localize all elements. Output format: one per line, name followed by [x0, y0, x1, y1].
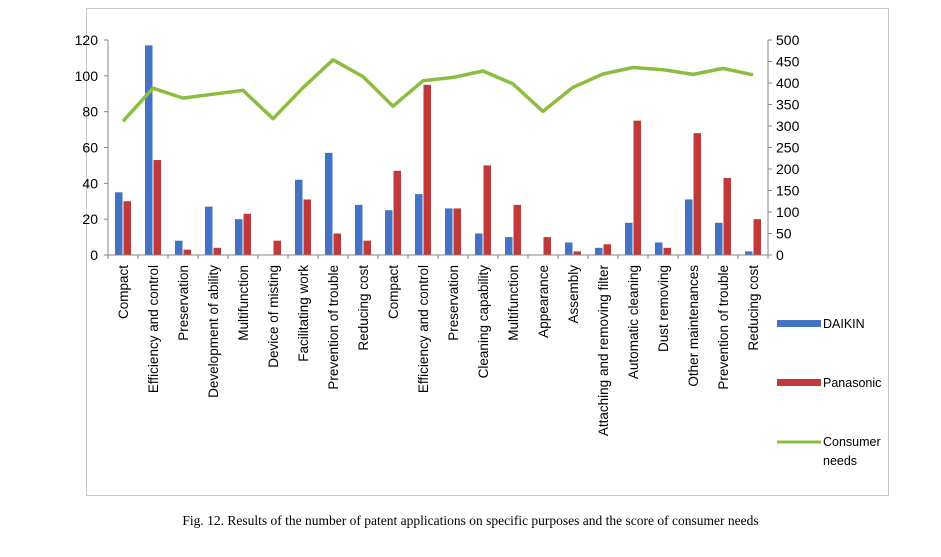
y-right-tick-label: 50: [776, 226, 792, 242]
bar-daikin: [715, 222, 723, 255]
category-label: Automatic cleaning: [626, 265, 641, 379]
category-label: Compact: [116, 265, 131, 319]
bar-panasonic: [243, 213, 251, 255]
category-label: Preservation: [176, 265, 191, 341]
y-right-ticks: 0 50 100 150 200 250 300 350 400 450 500: [768, 32, 800, 263]
legend-label-consumer: Consumer: [823, 435, 881, 449]
y-left-tick-label: 80: [82, 104, 98, 120]
bar-daikin: [145, 45, 153, 255]
bar-daikin: [235, 219, 243, 255]
bar-panasonic: [423, 84, 431, 256]
bar-daikin: [505, 237, 513, 255]
bar-daikin: [445, 208, 453, 255]
category-label: Prevention of trouble: [326, 265, 341, 390]
category-label: Reducing cost: [356, 265, 371, 351]
legend-swatch-daikin: [777, 320, 821, 327]
bar-panasonic: [693, 133, 701, 255]
y-left-tick-label: 40: [82, 175, 98, 191]
legend: DAIKIN Panasonic Consumer needs: [777, 317, 881, 468]
category-label: Multifunction: [506, 265, 521, 341]
bar-panasonic: [153, 160, 161, 255]
bar-panasonic: [543, 237, 551, 255]
y-right-tick-label: 500: [776, 32, 800, 48]
bar-panasonic: [273, 240, 281, 255]
bar-panasonic: [513, 204, 521, 255]
y-right-tick-label: 250: [776, 140, 800, 156]
y-left-tick-label: 100: [75, 68, 99, 84]
legend-swatch-panasonic: [777, 379, 821, 386]
category-label: Preservation: [446, 265, 461, 341]
bar-panasonic: [723, 177, 731, 255]
y-left-ticks: 0 20 40 60 80 100 120: [75, 32, 108, 263]
bar-panasonic: [183, 249, 191, 255]
y-right-tick-label: 350: [776, 97, 800, 113]
y-left-tick-label: 120: [75, 32, 99, 48]
bar-panasonic: [363, 240, 371, 255]
category-label: Appearance: [536, 265, 551, 338]
bar-daikin: [685, 199, 693, 255]
bar-daikin: [565, 242, 573, 255]
bar-daikin: [355, 204, 363, 255]
bar-daikin: [385, 210, 393, 255]
bar-panasonic: [633, 120, 641, 255]
line-consumer-needs: [121, 58, 754, 123]
bar-panasonic: [573, 251, 581, 255]
y-right-tick-label: 200: [776, 161, 800, 177]
bar-daikin: [745, 251, 753, 255]
y-right-tick-label: 400: [776, 75, 800, 91]
bar-panasonic: [483, 165, 491, 255]
legend-label-daikin: DAIKIN: [823, 317, 865, 331]
y-right-tick-label: 150: [776, 183, 800, 199]
bar-panasonic: [303, 199, 311, 255]
bar-daikin: [595, 247, 603, 255]
category-label: Device of misting: [266, 265, 281, 368]
bars-layer: [115, 45, 761, 256]
figure-caption: Fig. 12. Results of the number of patent…: [182, 513, 759, 528]
y-left-tick-label: 0: [90, 247, 98, 263]
bar-panasonic: [123, 201, 131, 255]
category-labels: Compact Efficiency and control Preservatio…: [107, 255, 769, 436]
legend-label-needs: needs: [823, 454, 857, 468]
category-label: Cleaning capability: [476, 265, 491, 379]
chart-frame: [86, 8, 889, 496]
bar-daikin: [175, 240, 183, 255]
bar-daikin: [325, 152, 333, 255]
bar-daikin: [295, 179, 303, 255]
bar-panasonic: [393, 170, 401, 255]
bar-panasonic: [453, 208, 461, 255]
bar-daikin: [475, 233, 483, 255]
y-left-tick-label: 20: [82, 211, 98, 227]
bar-daikin: [115, 192, 123, 255]
bar-panasonic: [753, 219, 761, 255]
category-label: Dust removing: [656, 265, 671, 352]
category-label: Attaching and removing filter: [596, 264, 611, 436]
legend-label-panasonic: Panasonic: [823, 376, 881, 390]
y-right-tick-label: 300: [776, 118, 800, 134]
bar-panasonic: [663, 247, 671, 255]
y-right-tick-label: 100: [776, 204, 800, 220]
category-label: Compact: [386, 265, 401, 319]
bar-daikin: [415, 194, 423, 255]
line-layer: [121, 58, 754, 123]
category-label: Facilitating work: [296, 265, 311, 362]
category-label: Efficiency and control: [416, 265, 431, 393]
category-label: Other maintenances: [686, 265, 701, 387]
category-label: Reducing cost: [746, 265, 761, 351]
bar-panasonic: [213, 247, 221, 255]
bar-panasonic: [333, 233, 341, 255]
category-label: Multifunction: [236, 265, 251, 341]
y-right-tick-label: 450: [776, 54, 800, 70]
category-label: Development of ability: [206, 265, 221, 398]
category-label: Prevention of trouble: [716, 265, 731, 390]
category-label: Assembly: [566, 265, 581, 324]
y-left-tick-label: 60: [82, 140, 98, 156]
bar-daikin: [205, 206, 213, 255]
category-label: Efficiency and control: [146, 265, 161, 393]
bar-panasonic: [603, 244, 611, 255]
y-right-tick-label: 0: [776, 247, 784, 263]
bar-daikin: [655, 242, 663, 255]
bar-daikin: [625, 222, 633, 255]
